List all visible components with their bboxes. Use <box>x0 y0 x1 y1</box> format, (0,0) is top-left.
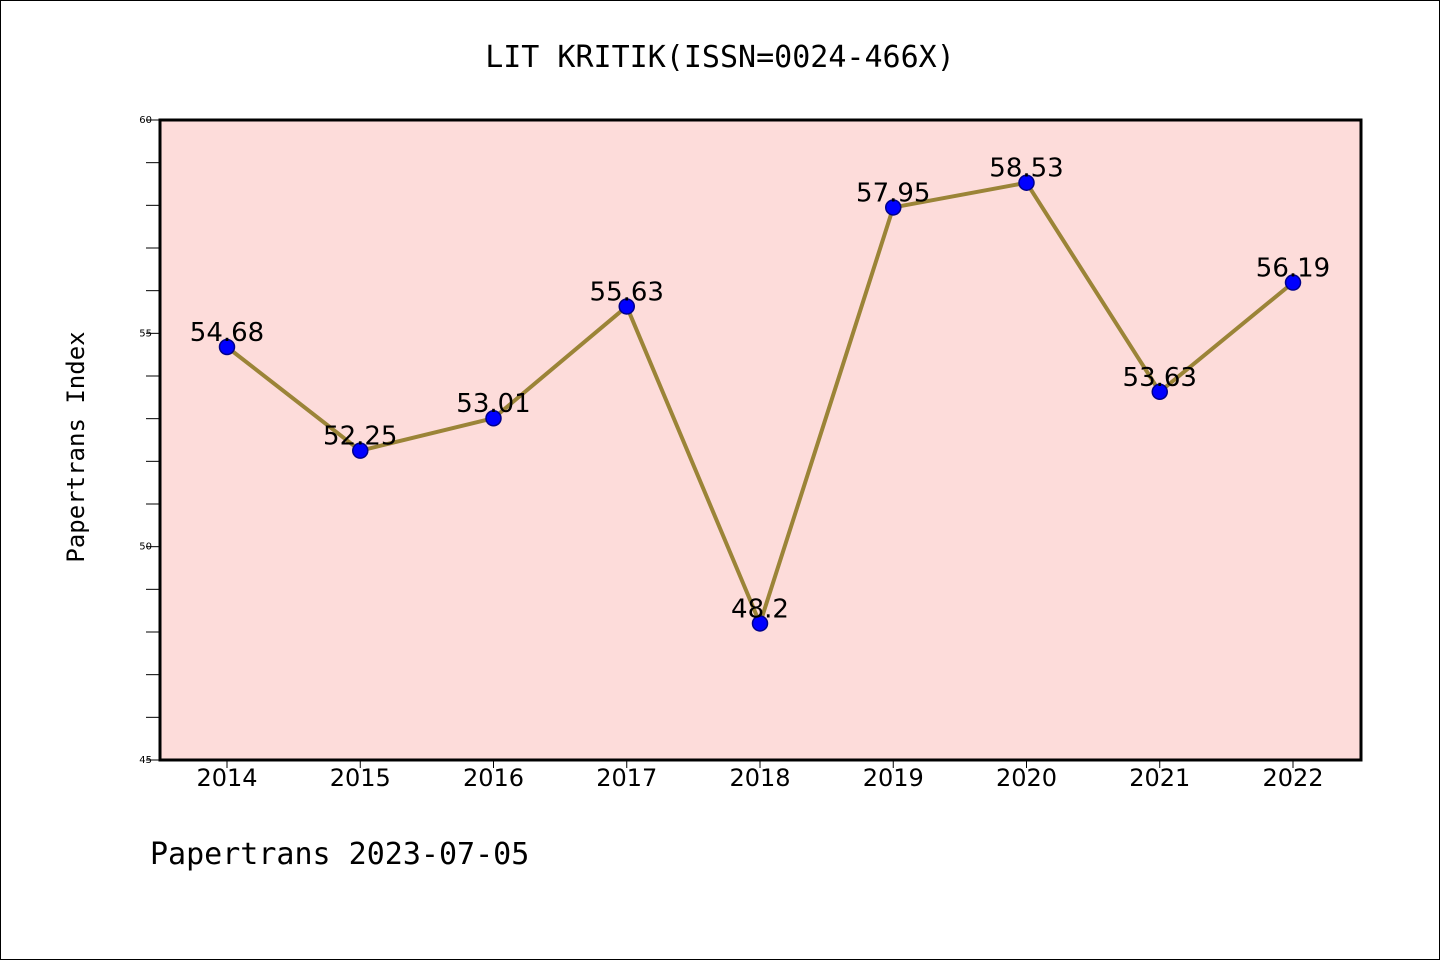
x-tick-label: 2015 <box>330 764 391 792</box>
plot-area <box>160 120 1361 760</box>
data-point-marker <box>618 298 635 315</box>
data-label: 55.63 <box>590 277 664 307</box>
y-tick-label: 60 <box>139 115 152 126</box>
data-label: 53.01 <box>456 389 530 419</box>
data-label: 58.53 <box>989 154 1063 184</box>
chart-title: LIT KRITIK(ISSN=0024-466X) <box>485 40 955 75</box>
data-point-marker <box>885 199 902 216</box>
data-label: 54.68 <box>190 318 264 348</box>
data-point-marker <box>1151 383 1168 401</box>
plot-border <box>158 118 1363 762</box>
y-tick-label: 55 <box>139 328 152 339</box>
y-tick-label: 50 <box>139 542 152 553</box>
data-label: 48.2 <box>731 594 789 624</box>
data-point-marker <box>352 442 369 459</box>
x-tick-label: 2022 <box>1262 764 1323 792</box>
data-point-marker <box>1018 174 1035 191</box>
x-tick-label: 2014 <box>196 764 257 792</box>
x-tick-label: 2019 <box>863 764 924 792</box>
x-tick-label: 2016 <box>463 764 524 792</box>
y-minor-ticks <box>146 119 160 761</box>
data-labels: 54.68 52.25 53.01 55.63 48.2 57.95 58.53 53.63 5… <box>190 154 1330 625</box>
data-points <box>218 174 1302 632</box>
data-label: 57.95 <box>856 178 930 208</box>
data-label: 53.63 <box>1123 363 1197 393</box>
footer-date: Papertrans 2023-07-05 <box>150 837 529 872</box>
data-point-marker <box>218 338 236 356</box>
data-point-marker <box>485 409 502 427</box>
y-tick-label: 45 <box>139 755 152 766</box>
data-label: 56.19 <box>1256 254 1330 284</box>
x-tick-label: 2017 <box>596 764 657 792</box>
y-axis-label: Papertrans Index <box>62 331 90 562</box>
x-tick-label: 2021 <box>1129 764 1190 792</box>
x-tick-label: 2020 <box>996 764 1057 792</box>
data-point-marker <box>751 615 769 632</box>
data-label: 52.25 <box>323 422 397 452</box>
y-axis-ticks: 45 50 55 60 <box>139 115 152 766</box>
x-tick-label: 2018 <box>729 764 790 792</box>
x-axis-ticks: 2014 2015 2016 2017 2018 2019 2020 2021 2022 <box>196 760 1324 792</box>
data-point-marker <box>1284 274 1302 291</box>
